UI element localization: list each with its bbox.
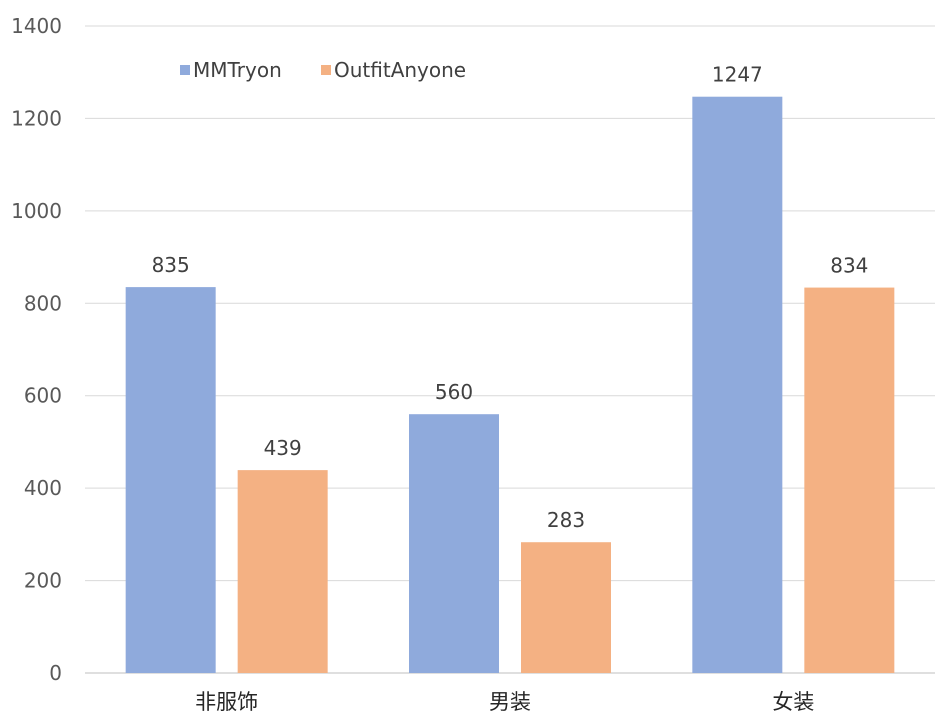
bar-outfitanyone-0 bbox=[237, 470, 328, 673]
legend: MMTryon OutfitAnyone bbox=[180, 58, 466, 82]
bar-mmtryon-1 bbox=[409, 414, 499, 673]
y-axis-tick-labels: 0 200 400 600 800 1000 1200 1400 bbox=[11, 14, 62, 685]
legend-label: OutfitAnyone bbox=[334, 58, 466, 82]
legend-swatch bbox=[321, 65, 331, 75]
x-category-label: 女装 bbox=[772, 690, 814, 714]
bar-outfitanyone-2 bbox=[804, 287, 895, 673]
y-tick-label: 1200 bbox=[11, 106, 62, 130]
data-label: 439 bbox=[264, 436, 302, 460]
bars bbox=[125, 96, 895, 673]
legend-swatch bbox=[180, 65, 190, 75]
x-axis-category-labels: 非服饰 男装 女装 bbox=[195, 690, 814, 714]
y-tick-label: 400 bbox=[24, 476, 62, 500]
data-label: 283 bbox=[547, 508, 585, 532]
data-label: 835 bbox=[152, 253, 190, 277]
data-labels: 835 439 560 283 1247 834 bbox=[152, 63, 869, 533]
bar-mmtryon-2 bbox=[692, 96, 783, 673]
gridlines bbox=[85, 25, 935, 674]
data-label: 1247 bbox=[712, 63, 763, 87]
x-category-label: 男装 bbox=[489, 690, 531, 714]
x-category-label: 非服饰 bbox=[195, 690, 258, 714]
bar-mmtryon-0 bbox=[125, 287, 216, 673]
y-tick-label: 800 bbox=[24, 291, 62, 315]
y-tick-label: 1400 bbox=[11, 14, 62, 38]
y-tick-label: 1000 bbox=[11, 199, 62, 223]
y-tick-label: 200 bbox=[24, 569, 62, 593]
data-label: 834 bbox=[830, 254, 868, 278]
y-tick-label: 600 bbox=[24, 384, 62, 408]
legend-label: MMTryon bbox=[193, 58, 282, 82]
bar-outfitanyone-1 bbox=[521, 542, 611, 673]
data-label: 560 bbox=[435, 380, 473, 404]
y-tick-label: 0 bbox=[49, 661, 62, 685]
